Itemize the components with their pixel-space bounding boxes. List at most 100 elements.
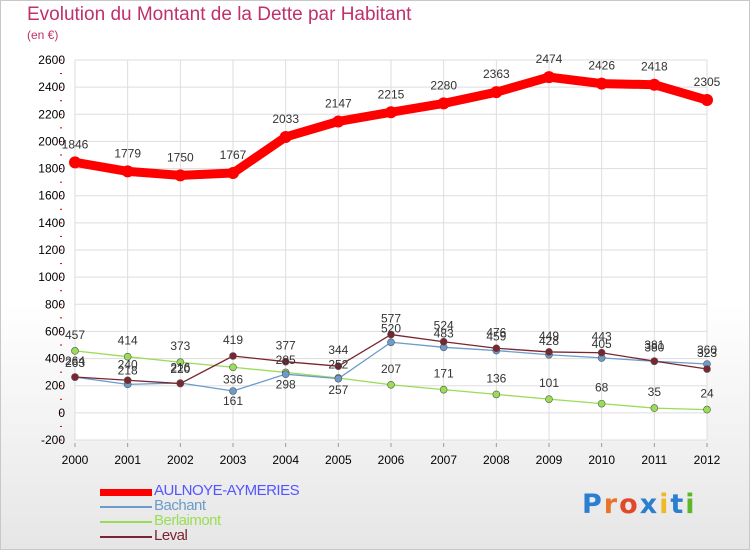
data-label: 2363: [483, 67, 510, 81]
data-label: 24: [700, 387, 714, 401]
data-label: 380: [644, 340, 664, 354]
data-label: 2033: [272, 112, 299, 126]
data-label: 373: [170, 339, 190, 353]
data-label: 2418: [641, 60, 668, 74]
legend-label: AULNOYE-AYMERIES: [154, 482, 300, 499]
data-point: [334, 362, 343, 370]
data-point: [545, 395, 553, 403]
data-label: 381: [644, 338, 664, 352]
logo-letter: P: [582, 489, 604, 520]
data-label: 101: [539, 376, 559, 390]
legend-label: Berlaimont: [154, 512, 221, 529]
x-tick-label: 2001: [114, 453, 141, 467]
legend-swatch: [100, 536, 152, 538]
logo-letter: i: [685, 489, 697, 520]
data-point: [439, 385, 448, 394]
data-point: [123, 376, 132, 385]
data-point: [229, 363, 237, 372]
data-point: [492, 344, 501, 353]
data-label: 263: [65, 356, 85, 370]
chart-title: Evolution du Montant de la Dette par Hab…: [27, 4, 412, 25]
data-point: [71, 373, 79, 381]
data-point: [229, 352, 237, 360]
data-label: 2474: [536, 52, 563, 66]
data-point: [650, 357, 659, 365]
logo-letter: t: [670, 489, 686, 520]
data-label: 457: [65, 328, 85, 342]
data-label: 171: [434, 367, 454, 381]
y-tick-label: 2000: [38, 134, 65, 148]
data-point: [701, 94, 713, 107]
data-point: [439, 337, 448, 346]
data-label: 218: [118, 363, 138, 377]
data-label: 323: [697, 346, 717, 360]
x-tick-label: 2002: [167, 453, 194, 467]
data-point: [121, 165, 134, 178]
x-tick-label: 2006: [378, 453, 405, 467]
data-point: [227, 167, 239, 180]
legend-swatch: [100, 506, 152, 508]
data-point: [176, 358, 185, 367]
y-tick-label: 2400: [38, 80, 65, 94]
data-label: 285: [276, 353, 296, 367]
logo-letter: r: [603, 489, 620, 520]
data-label: 2426: [588, 59, 615, 73]
logo-letter: i: [659, 489, 671, 520]
data-point: [229, 387, 237, 395]
data-point: [597, 399, 606, 408]
data-label: 264: [65, 354, 85, 368]
data-label: 68: [595, 381, 609, 395]
x-tick-label: 2010: [588, 453, 615, 467]
data-point: [71, 347, 79, 355]
data-label: 405: [592, 337, 612, 351]
data-label: 220: [170, 362, 190, 376]
proxiti-logo: Proxiti: [582, 489, 697, 520]
data-point: [703, 405, 711, 414]
data-point: [69, 156, 81, 169]
data-point: [703, 365, 711, 373]
y-tick-label: 600: [45, 324, 65, 338]
data-point: [387, 330, 395, 339]
y-tick-label: 2600: [38, 53, 65, 67]
data-point: [545, 348, 553, 356]
logo-letter: x: [639, 489, 660, 520]
y-tick-label: 1600: [38, 189, 65, 203]
data-point: [176, 379, 185, 388]
x-tick-label: 2005: [325, 453, 352, 467]
data-label: 524: [434, 319, 454, 333]
data-point: [334, 374, 343, 383]
data-label: 298: [276, 377, 296, 391]
data-point: [387, 338, 395, 347]
data-label: 449: [539, 329, 559, 343]
data-point: [492, 390, 501, 399]
data-label: 414: [118, 334, 138, 348]
data-label: 443: [592, 330, 612, 344]
data-label: 2305: [694, 75, 721, 89]
data-label: 252: [328, 358, 348, 372]
data-point: [650, 404, 659, 412]
x-tick-label: 2012: [694, 453, 721, 467]
data-label: 459: [486, 330, 506, 344]
y-tick-label: 200: [45, 379, 65, 393]
legend-label: Bachant: [154, 497, 206, 514]
y-tick-label: 800: [45, 297, 65, 311]
x-tick-label: 2007: [430, 453, 457, 467]
data-label: 2215: [378, 87, 405, 101]
x-tick-label: 2004: [272, 453, 299, 467]
logo-letter: o: [619, 489, 640, 520]
data-point: [281, 357, 290, 366]
legend-swatch: [100, 521, 152, 523]
data-label: 1779: [114, 146, 141, 160]
data-label: 1846: [62, 137, 89, 151]
data-label: 336: [223, 372, 243, 386]
data-point: [490, 86, 503, 99]
data-point: [123, 352, 132, 361]
data-point: [385, 106, 397, 119]
legend-label: Leval: [154, 527, 188, 544]
data-label: 360: [697, 343, 717, 357]
data-point: [595, 77, 608, 90]
data-label: 476: [486, 325, 506, 339]
data-label: 2280: [430, 78, 457, 92]
data-label: 240: [118, 357, 138, 371]
